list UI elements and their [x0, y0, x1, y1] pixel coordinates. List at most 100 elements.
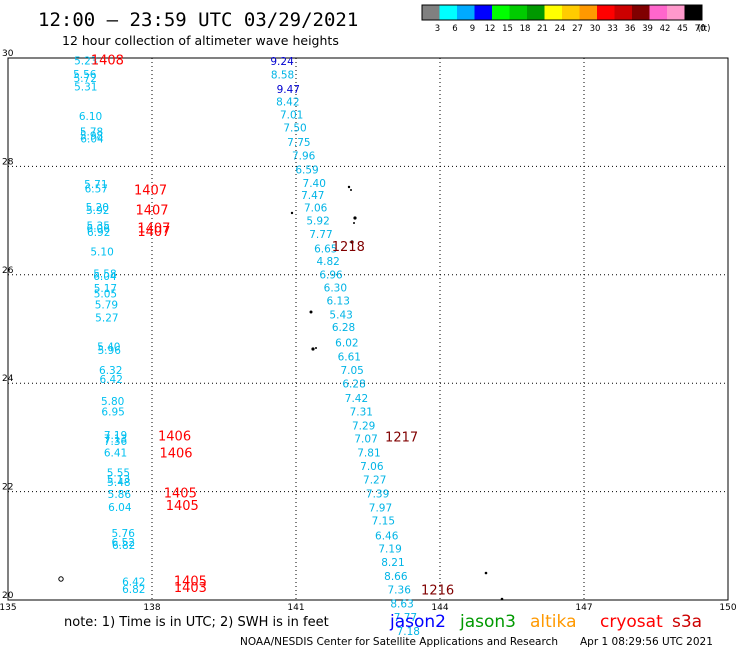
- swh-value: 7.36: [104, 436, 128, 448]
- satellite-altika: altika: [530, 612, 577, 632]
- legend-tick-label: 33: [607, 24, 618, 34]
- altimeter-tracks: 5.235.565.725.316.105.785.986.045.716.57…: [73, 54, 454, 639]
- legend-swatch: [649, 5, 667, 20]
- island-dot: [309, 310, 313, 314]
- swh-value: 6.95: [101, 407, 124, 419]
- swh-value: 5.13: [107, 474, 130, 486]
- lat-tick-label: 28: [2, 157, 14, 167]
- legend-tick-label: 27: [572, 24, 583, 34]
- swh-value: 5.92: [306, 215, 329, 227]
- satellite-jason2: jason2: [389, 612, 446, 632]
- map-frame: [7, 57, 729, 601]
- time-label: 1403: [174, 581, 207, 596]
- legend-tick-label: 39: [642, 24, 653, 34]
- island-dot: [484, 571, 488, 575]
- swh-value: 6.04: [80, 134, 104, 146]
- legend-swatch: [579, 5, 597, 20]
- swh-value: 5.17: [94, 283, 117, 295]
- lat-tick-label: 22: [2, 483, 13, 493]
- swh-value: 6.82: [112, 540, 135, 552]
- swh-value: 5.27: [95, 312, 118, 324]
- island-ring: [58, 576, 64, 582]
- swh-value: 7.13: [104, 433, 127, 445]
- island-dot: [315, 347, 317, 349]
- swh-value: 5.31: [74, 82, 97, 94]
- legend-swatch: [527, 5, 545, 20]
- swh-value: 6.42: [122, 576, 145, 588]
- swh-value: 7.75: [287, 137, 310, 149]
- swh-value: 6.04: [108, 502, 132, 514]
- swh-value: 5.43: [329, 310, 352, 322]
- swh-value: 7.19: [104, 430, 127, 442]
- swh-value: 5.86: [108, 489, 132, 501]
- map-grid: [8, 58, 728, 600]
- legend-tick-label: 6: [452, 24, 457, 34]
- legend-tick-label: 3: [435, 24, 440, 34]
- island-dot: [350, 189, 352, 191]
- time-label: 1407: [134, 184, 167, 199]
- time-label: 1405: [174, 574, 207, 589]
- swh-value: 6.96: [319, 270, 343, 282]
- legend-swatch: [684, 5, 702, 20]
- satellite-legend: jason2 jason3 altika cryosat s3a: [389, 612, 702, 632]
- swh-value: 7.07: [354, 433, 377, 445]
- swh-value: 5.05: [94, 289, 117, 301]
- footer-credit: NOAA/NESDIS Center for Satellite Applica…: [240, 636, 558, 648]
- satellite-s3a: s3a: [672, 612, 702, 632]
- legend-tick-label: 15: [502, 24, 513, 34]
- legend-swatch: [667, 5, 685, 20]
- swh-value: 6.59: [295, 164, 318, 176]
- legend-swatch: [439, 5, 457, 20]
- lon-tick-label: 147: [575, 603, 592, 613]
- lon-tick-label: 138: [143, 603, 160, 613]
- swh-value: 6.42: [100, 374, 123, 386]
- time-label: 1408: [91, 54, 124, 69]
- swh-value: 5.78: [80, 127, 103, 139]
- swh-value: 5.20: [86, 202, 109, 214]
- swh-value: 6.06: [87, 223, 111, 235]
- swh-value: 8.66: [384, 571, 408, 583]
- satellite-jason3: jason3: [459, 612, 516, 632]
- swh-value: 5.71: [84, 179, 107, 191]
- lon-tick-label: 141: [287, 603, 304, 613]
- swh-value: 5.48: [107, 477, 130, 489]
- legend-swatch: [457, 5, 475, 20]
- swh-value: 5.80: [101, 396, 124, 408]
- swh-value: 6.46: [375, 530, 399, 542]
- legend-tick-label: 9: [470, 24, 475, 34]
- swh-value: 6.10: [79, 111, 102, 123]
- swh-value: 6.65: [314, 244, 337, 256]
- swh-value: 7.96: [292, 150, 316, 162]
- swh-value: 6.92: [87, 227, 110, 239]
- footer-note: note: 1) Time is in UTC; 2) SWH is in fe…: [64, 615, 329, 630]
- island-dot: [290, 211, 294, 215]
- color-legend: 3 6 9 12 15 18 21 24 27 30 33 36 39 42 45 70(ft): [421, 4, 710, 34]
- swh-value: 6.52: [112, 537, 135, 549]
- island-dot: [311, 347, 315, 351]
- swh-value: 6.28: [332, 322, 355, 334]
- swh-value: 5.92: [86, 205, 109, 217]
- swh-value: 7.15: [372, 516, 395, 528]
- swh-value: 7.27: [363, 474, 386, 486]
- lat-tick-label: 26: [2, 266, 14, 276]
- swh-value: 6.61: [338, 351, 361, 363]
- swh-value: 7.97: [369, 503, 392, 515]
- swh-value: 5.98: [80, 130, 103, 142]
- swh-value: 5.10: [90, 246, 113, 258]
- swh-value: 5.55: [107, 467, 130, 479]
- legend-swatch: [614, 5, 632, 20]
- page-subtitle: 12 hour collection of altimeter wave hei…: [62, 33, 339, 48]
- swh-value: 8.63: [390, 599, 413, 611]
- legend-tick-label: 21: [537, 24, 548, 34]
- island-dot: [353, 222, 355, 224]
- time-label: 1407: [137, 225, 170, 240]
- lat-tick-label: 24: [2, 374, 14, 384]
- time-label: 1407: [137, 222, 170, 237]
- swh-value: 6.41: [104, 447, 127, 459]
- island-dot: [500, 597, 504, 601]
- swh-value: 7.06: [304, 202, 328, 214]
- swh-value: 5.96: [98, 345, 122, 357]
- swh-value: 7.29: [352, 420, 375, 432]
- legend-swatch: [632, 5, 650, 20]
- islands: [58, 185, 504, 601]
